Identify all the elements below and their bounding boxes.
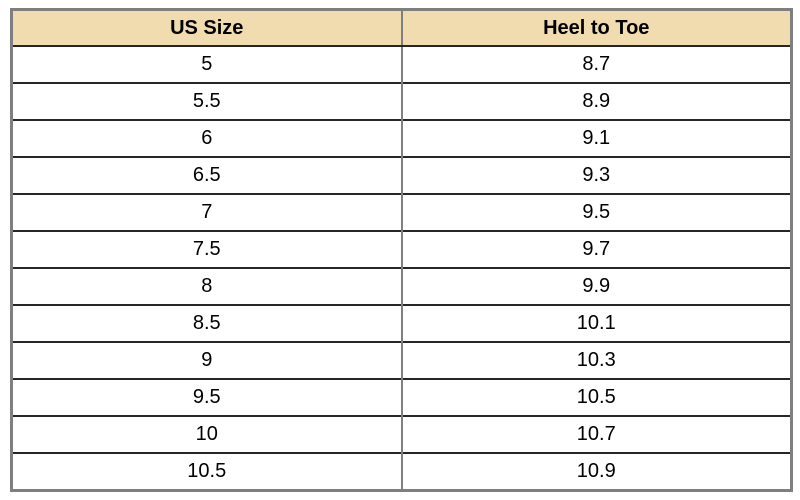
heel-to-toe-cell: 9.9 <box>400 267 792 305</box>
table-row: 5 8.7 <box>11 45 792 83</box>
table-row: 6.5 9.3 <box>11 156 792 194</box>
column-header-us-size: US Size <box>11 9 402 47</box>
us-size-cell: 6.5 <box>11 156 402 194</box>
table-row: 8.5 10.1 <box>11 304 792 342</box>
us-size-cell: 10 <box>11 415 402 453</box>
heel-to-toe-cell: 10.7 <box>400 415 792 453</box>
us-size-cell: 6 <box>11 119 402 157</box>
table-row: 9.5 10.5 <box>11 378 792 416</box>
heel-to-toe-cell: 10.3 <box>400 341 792 379</box>
header-row: US Size Heel to Toe <box>11 9 792 47</box>
us-size-cell: 8.5 <box>11 304 402 342</box>
column-header-heel-to-toe: Heel to Toe <box>400 9 792 47</box>
heel-to-toe-cell: 9.1 <box>400 119 792 157</box>
us-size-cell: 9.5 <box>11 378 402 416</box>
heel-to-toe-cell: 8.7 <box>400 45 792 83</box>
heel-to-toe-cell: 9.5 <box>400 193 792 231</box>
table-row: 7.5 9.7 <box>11 230 792 268</box>
us-size-cell: 7 <box>11 193 402 231</box>
us-size-cell: 7.5 <box>11 230 402 268</box>
heel-to-toe-cell: 10.5 <box>400 378 792 416</box>
table-row: 5.5 8.9 <box>11 82 792 120</box>
us-size-cell: 5.5 <box>11 82 402 120</box>
size-chart-container: US Size Heel to Toe 5 8.7 5.5 8.9 6 9.1 6.5 9.3… <box>10 8 793 492</box>
table-row: 9 10.3 <box>11 341 792 379</box>
table-body: 5 8.7 5.5 8.9 6 9.1 6.5 9.3 7 9.5 7.5 9.7 8 9.9 8.5 10.… <box>11 45 792 491</box>
heel-to-toe-cell: 10.1 <box>400 304 792 342</box>
table-row: 7 9.5 <box>11 193 792 231</box>
table-row: 10 10.7 <box>11 415 792 453</box>
us-size-cell: 9 <box>11 341 402 379</box>
heel-to-toe-cell: 10.9 <box>400 452 792 491</box>
us-size-cell: 5 <box>11 45 402 83</box>
heel-to-toe-cell: 9.3 <box>400 156 792 194</box>
us-size-cell: 10.5 <box>11 452 402 491</box>
table-row: 6 9.1 <box>11 119 792 157</box>
table-row: 10.5 10.9 <box>11 452 792 491</box>
us-size-cell: 8 <box>11 267 402 305</box>
heel-to-toe-cell: 8.9 <box>400 82 792 120</box>
table-row: 8 9.9 <box>11 267 792 305</box>
heel-to-toe-cell: 9.7 <box>400 230 792 268</box>
size-chart-table: US Size Heel to Toe 5 8.7 5.5 8.9 6 9.1 6.5 9.3… <box>10 8 793 492</box>
